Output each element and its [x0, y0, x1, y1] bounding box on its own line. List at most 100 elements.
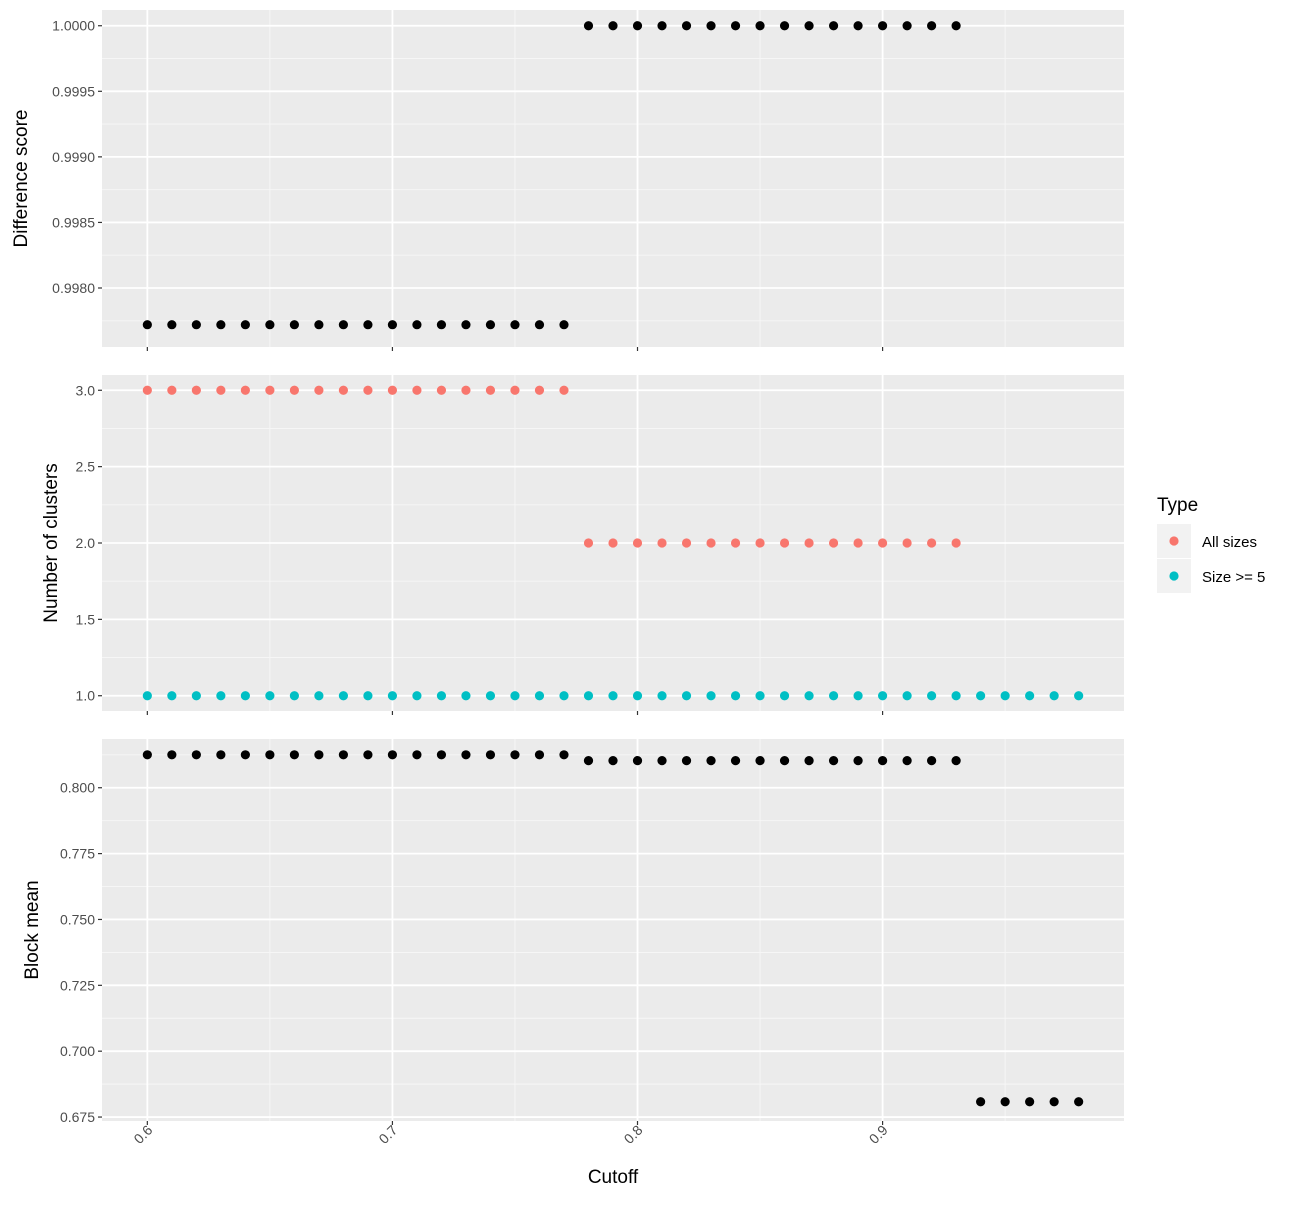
data-point	[387, 750, 398, 760]
data-point	[142, 385, 152, 395]
y-tick-label: 0.9995	[52, 83, 95, 99]
data-point	[902, 21, 912, 31]
data-point	[559, 385, 569, 395]
legend-label: All sizes	[1202, 534, 1257, 551]
data-point	[167, 385, 177, 395]
data-point	[804, 21, 814, 31]
data-point	[240, 320, 250, 330]
y-axis-title: Number of clusters	[41, 463, 62, 622]
data-point	[461, 691, 471, 701]
data-point	[902, 538, 912, 548]
data-point	[1074, 1097, 1084, 1107]
data-point	[853, 538, 863, 548]
legend-swatch	[1169, 571, 1179, 581]
data-point	[485, 320, 496, 330]
data-point	[1000, 1097, 1010, 1107]
data-point	[755, 538, 765, 548]
data-point	[877, 756, 888, 766]
y-tick-label: 0.800	[60, 780, 95, 796]
data-point	[730, 538, 741, 548]
data-point	[167, 320, 177, 330]
data-point	[608, 691, 618, 701]
data-point	[461, 750, 471, 760]
data-point	[632, 21, 643, 31]
data-point	[142, 750, 152, 760]
data-point	[730, 756, 741, 766]
data-point	[461, 320, 471, 330]
data-point	[289, 320, 299, 330]
data-point	[559, 750, 569, 760]
data-point	[1025, 1097, 1035, 1107]
data-point	[1000, 691, 1010, 701]
data-point	[632, 538, 643, 548]
data-point	[877, 691, 888, 701]
data-point	[902, 756, 912, 766]
y-tick-label: 1.0	[76, 688, 96, 704]
data-point	[412, 750, 422, 760]
data-point	[240, 691, 250, 701]
data-point	[363, 385, 373, 395]
data-point	[951, 538, 961, 548]
y-tick-label: 1.5	[76, 611, 96, 627]
y-axis-title: Block mean	[22, 880, 43, 979]
data-point	[755, 691, 765, 701]
data-point	[706, 538, 716, 548]
data-point	[167, 691, 177, 701]
y-axis-title: Difference score	[11, 110, 32, 248]
data-point	[828, 538, 839, 548]
data-point	[485, 691, 496, 701]
data-point	[559, 691, 569, 701]
y-tick-label: 0.775	[60, 846, 95, 862]
data-point	[387, 691, 398, 701]
data-point	[804, 691, 814, 701]
y-tick-label: 2.0	[76, 535, 96, 551]
data-point	[142, 691, 152, 701]
data-point	[510, 691, 520, 701]
x-tick-label: 0.9	[866, 1122, 891, 1147]
data-point	[951, 21, 961, 31]
data-point	[314, 320, 324, 330]
data-point	[755, 21, 765, 31]
data-point	[338, 691, 349, 701]
x-tick-label: 0.8	[621, 1122, 646, 1147]
data-point	[363, 691, 373, 701]
data-point	[730, 691, 741, 701]
data-point	[927, 21, 937, 31]
data-point	[681, 756, 692, 766]
data-point	[779, 691, 790, 701]
x-axis-title: Cutoff	[588, 1167, 639, 1188]
data-point	[240, 385, 250, 395]
legend-title: Type	[1157, 495, 1198, 516]
data-point	[730, 21, 741, 31]
data-point	[608, 21, 618, 31]
data-point	[657, 538, 667, 548]
data-point	[436, 320, 447, 330]
data-point	[779, 538, 790, 548]
data-point	[779, 756, 790, 766]
data-point	[485, 385, 496, 395]
data-point	[632, 691, 643, 701]
data-point	[387, 320, 398, 330]
panel-background	[102, 739, 1124, 1121]
y-tick-label: 0.9990	[52, 149, 95, 165]
data-point	[534, 385, 545, 395]
data-point	[510, 320, 520, 330]
data-point	[877, 21, 888, 31]
data-point	[338, 320, 349, 330]
data-point	[191, 691, 201, 701]
data-point	[927, 756, 937, 766]
data-point	[265, 691, 275, 701]
data-point	[583, 538, 594, 548]
data-point	[927, 538, 937, 548]
data-point	[289, 691, 299, 701]
data-point	[216, 750, 226, 760]
x-tick-label: 0.6	[130, 1122, 155, 1147]
data-point	[436, 691, 447, 701]
data-point	[804, 756, 814, 766]
data-point	[363, 750, 373, 760]
x-tick-label: 0.7	[375, 1122, 400, 1147]
y-tick-label: 0.9985	[52, 214, 95, 230]
data-point	[951, 756, 961, 766]
data-point	[265, 750, 275, 760]
